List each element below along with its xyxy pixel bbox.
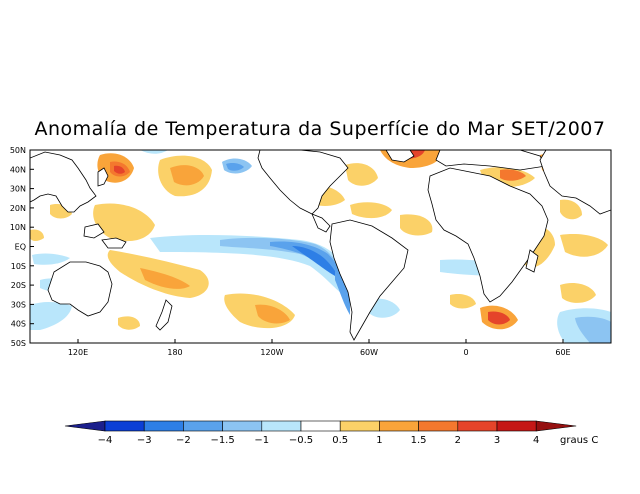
colorbar-swatch xyxy=(64,420,106,432)
lat-label: 20N xyxy=(10,204,26,213)
south-america-landmass xyxy=(329,219,409,341)
map-title: Anomalía de Temperatura da Superfície do… xyxy=(34,118,606,140)
land-masses xyxy=(30,150,611,341)
lat-label: 20S xyxy=(11,281,26,290)
colorbar-tick-label: 1.5 xyxy=(411,435,427,446)
colorbar-swatch xyxy=(457,420,498,432)
colorbar-swatch xyxy=(143,420,184,432)
colorbar-swatch xyxy=(300,420,341,432)
lat-label: 30S xyxy=(11,300,26,309)
longitude-ticks xyxy=(77,339,564,343)
madagascar-landmass xyxy=(525,249,539,273)
colorbar-tick-label: −0.5 xyxy=(289,435,313,446)
lon-label: 120W xyxy=(260,348,283,357)
colorbar-unit: graus C xyxy=(560,435,598,446)
lat-label: 10N xyxy=(10,223,26,232)
colorbar-tick-label: −1 xyxy=(254,435,269,446)
anomaly-fields xyxy=(30,150,611,343)
colorbar-tick-label: 1 xyxy=(376,435,382,446)
colorbar-swatch xyxy=(418,420,459,432)
new-zealand-landmass xyxy=(155,299,173,331)
colorbar-swatch xyxy=(339,420,380,432)
lat-label: 30N xyxy=(10,185,26,194)
lat-label: 40S xyxy=(11,320,26,329)
lon-label: 120E xyxy=(68,348,88,357)
lat-label: 50S xyxy=(11,339,26,348)
africa-landmass xyxy=(427,167,549,303)
longitude-labels: 120E 180 120W 60W 0 60E xyxy=(68,348,571,357)
greenland-landmass xyxy=(385,150,415,163)
lat-label: 40N xyxy=(10,165,26,174)
colorbar-tick-label: −3 xyxy=(137,435,152,446)
colorbar-tick-label: −4 xyxy=(98,435,113,446)
latitude-labels: 50N 40N 30N 20N 10N EQ 10S 20S 30S 40S 5… xyxy=(10,146,26,348)
europe-landmass xyxy=(435,150,547,171)
lon-label: 180 xyxy=(167,348,182,357)
colorbar: −4 −3 −2 −1.5 −1 −0.5 0.5 1 1.5 2 3 4 xyxy=(64,420,577,446)
colorbar-swatch xyxy=(222,420,263,432)
north-america-landmass xyxy=(257,150,349,215)
colorbar-swatch xyxy=(379,420,419,432)
colorbar-tick-label: 4 xyxy=(533,435,539,446)
colorbar-swatch xyxy=(261,420,302,432)
lon-label: 0 xyxy=(463,348,468,357)
colorbar-tick-label: 3 xyxy=(494,435,500,446)
new-guinea-landmass xyxy=(101,237,127,249)
colorbar-swatch xyxy=(104,420,145,432)
colorbar-tick-label: −2 xyxy=(176,435,191,446)
colorbar-swatch xyxy=(496,420,537,432)
lat-label: 50N xyxy=(10,146,26,155)
lat-label: 10S xyxy=(11,262,26,271)
latitude-ticks xyxy=(30,149,34,344)
colorbar-tick-label: 2 xyxy=(455,435,461,446)
japan-landmass xyxy=(97,167,109,187)
lon-label: 60W xyxy=(360,348,378,357)
borneo-landmass xyxy=(83,223,105,239)
colorbar-tick-label: −1.5 xyxy=(210,435,234,446)
colorbar-tick-label: 0.5 xyxy=(332,435,348,446)
asia-west-landmass xyxy=(539,150,611,215)
australia-landmass xyxy=(47,261,113,317)
asia-east-landmass xyxy=(30,151,97,213)
lat-label: EQ xyxy=(15,243,26,252)
central-america-landmass xyxy=(311,213,331,233)
colorbar-swatch xyxy=(535,420,577,432)
colorbar-swatch xyxy=(183,420,223,432)
lon-label: 60E xyxy=(555,348,570,357)
